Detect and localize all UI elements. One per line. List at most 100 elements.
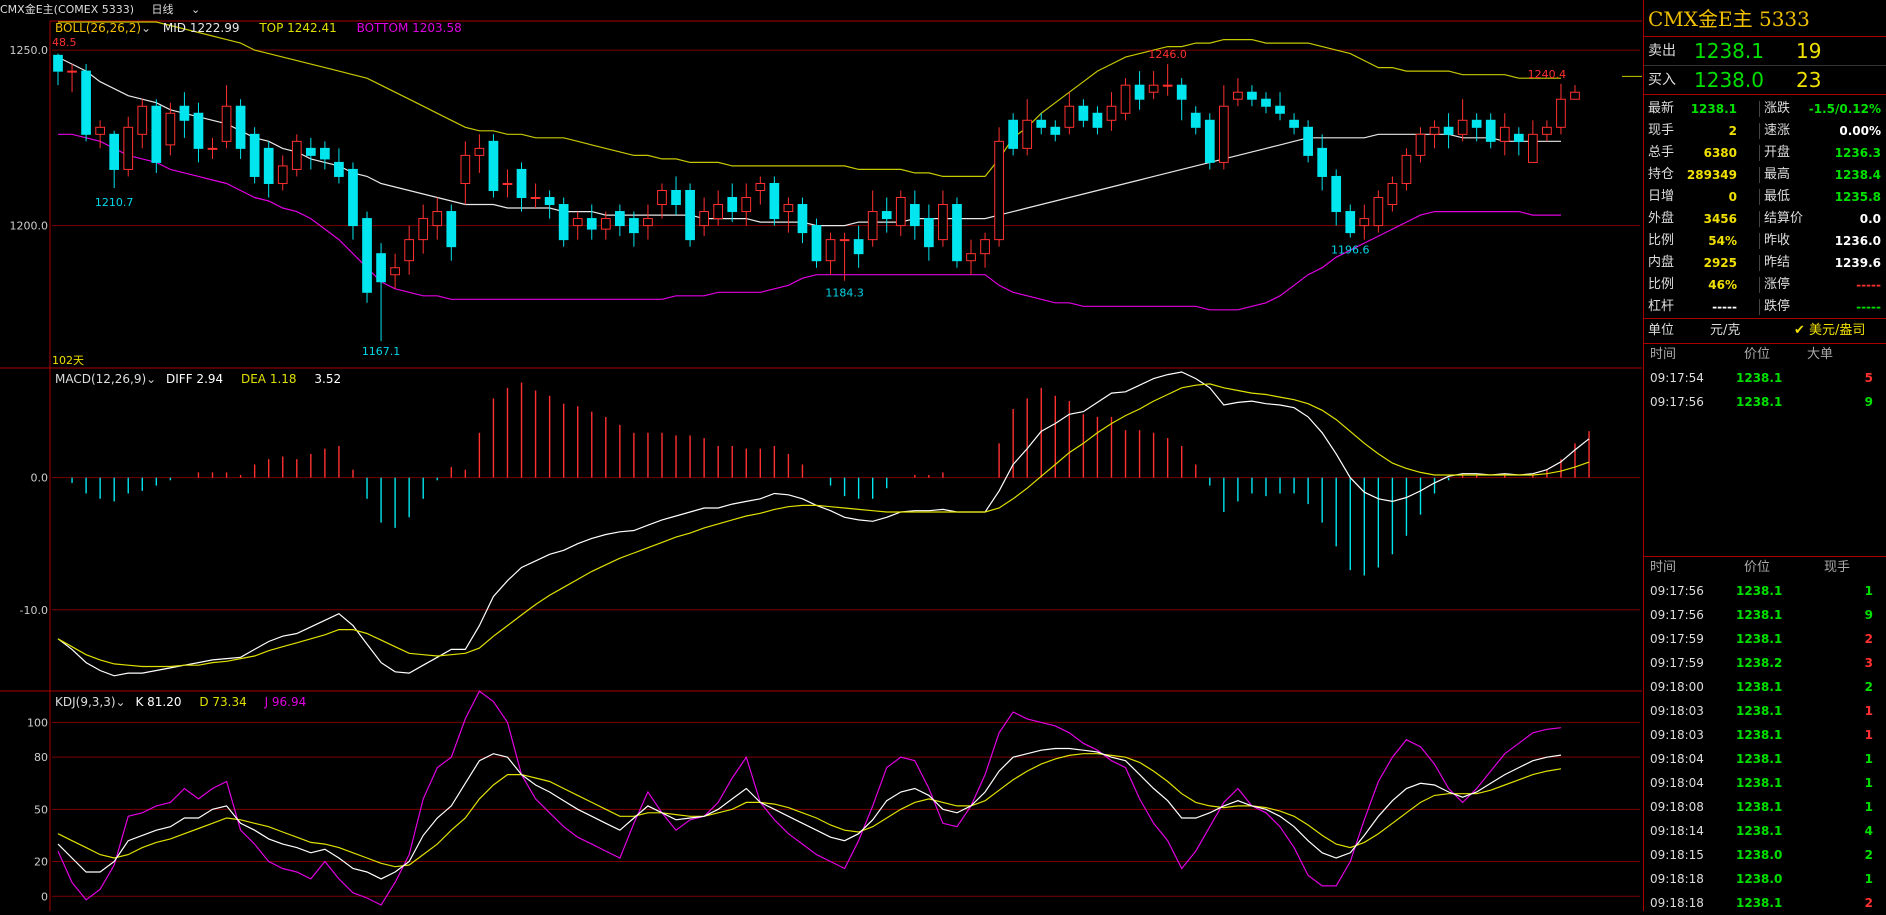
divider xyxy=(1759,167,1760,183)
stat-value: 0.0 xyxy=(1859,212,1881,226)
stat-label: 昨结 xyxy=(1764,255,1791,270)
candle-body xyxy=(151,105,162,163)
list-item[interactable]: 09:17:54 1238.1 5 xyxy=(1644,366,1886,390)
candle-body xyxy=(811,225,822,262)
divider xyxy=(1759,211,1760,227)
buy-price: 1238.0 xyxy=(1694,68,1764,92)
candle-body xyxy=(1570,91,1580,100)
list-item[interactable]: 09:18:18 1238.1 2 xyxy=(1644,891,1886,915)
list-item[interactable]: 09:17:56 1238.1 9 xyxy=(1644,603,1886,627)
stat-value: 6380 xyxy=(1703,146,1737,160)
chevron-down-icon[interactable]: ⌄ xyxy=(146,372,157,386)
divider xyxy=(1759,101,1760,117)
list-item[interactable]: 09:17:56 1238.1 1 xyxy=(1644,579,1886,603)
candle-body xyxy=(179,105,190,121)
macd-label[interactable]: MACD(12,26,9) xyxy=(55,372,147,386)
candle-body xyxy=(1106,105,1117,121)
list-item[interactable]: 09:17:56 1238.1 9 xyxy=(1644,390,1886,414)
candle-body xyxy=(1022,119,1033,149)
stat-row: 现手 2 速涨 0.00% xyxy=(1644,120,1886,142)
chevron-down-icon[interactable]: ⌄ xyxy=(141,21,152,35)
stats-table: 最新 1238.1 涨跌 -1.5/0.12% 现手 2 速涨 0.00% 总手 6… xyxy=(1644,94,1886,319)
tick-list[interactable]: 09:17:56 1238.1 1 09:17:56 1238.1 9 09:17:… xyxy=(1644,579,1886,915)
stat-row: 比例 54% 昨收 1236.0 xyxy=(1644,230,1886,252)
list-item[interactable]: 09:18:03 1238.1 1 xyxy=(1644,699,1886,723)
stat-label: 结算价 xyxy=(1764,211,1804,226)
candle-body xyxy=(938,204,948,241)
row-price: 1238.1 xyxy=(1736,680,1783,694)
candle-body xyxy=(263,147,274,184)
candle-body xyxy=(558,204,569,241)
macd-dea-line xyxy=(57,383,1590,668)
list-item[interactable]: 09:18:14 1238.1 4 xyxy=(1644,819,1886,843)
candle-body xyxy=(474,147,485,156)
candle-body xyxy=(418,218,429,241)
row-price: 1238.0 xyxy=(1736,872,1783,886)
candle-body xyxy=(1387,182,1398,206)
candle-body xyxy=(249,133,260,177)
unit-cny-option[interactable]: 元/克 xyxy=(1710,323,1741,338)
chart-area[interactable]: 1250.0 1200.0 48.5 1210.7 1167.1 1184.3 1246.0… xyxy=(0,0,1642,911)
buy-row[interactable]: 买入 1238.0 23 xyxy=(1644,65,1886,94)
row-volume: 9 xyxy=(1864,608,1873,622)
stat-label: 日增 xyxy=(1648,189,1675,204)
list-item[interactable]: 09:18:04 1238.1 1 xyxy=(1644,747,1886,771)
row-price: 1238.1 xyxy=(1736,776,1783,790)
stat-row: 杠杆 ----- 跌停 ----- xyxy=(1644,296,1886,318)
candle-body xyxy=(1092,112,1103,128)
divider xyxy=(1759,123,1760,139)
candle-body xyxy=(488,140,499,191)
stat-value: 1236.0 xyxy=(1834,234,1881,248)
symbol-label[interactable]: CMX金E主(COMEX 5333) xyxy=(0,3,135,16)
period-select[interactable]: 日线 ⌄ xyxy=(152,3,215,16)
candle-body xyxy=(1204,119,1215,163)
stat-value: 289349 xyxy=(1686,168,1737,182)
row-volume: 9 xyxy=(1864,395,1873,409)
stat-value: 1236.3 xyxy=(1834,146,1881,160)
candle-body xyxy=(53,54,63,72)
boll-label[interactable]: BOLL(26,26,2) xyxy=(55,21,142,35)
list-item[interactable]: 09:18:00 1238.1 2 xyxy=(1644,675,1886,699)
stat-value: 1239.6 xyxy=(1834,256,1881,270)
stat-value: 46% xyxy=(1708,278,1737,292)
stat-label: 跌停 xyxy=(1764,299,1791,314)
list-item[interactable]: 09:18:18 1238.0 1 xyxy=(1644,867,1886,891)
list-item[interactable]: 09:17:59 1238.2 3 xyxy=(1644,651,1886,675)
candle-body xyxy=(952,204,962,262)
candle-body xyxy=(1190,112,1201,128)
candle-body xyxy=(1331,175,1342,213)
big-order-list[interactable]: 09:17:54 1238.1 5 09:17:56 1238.1 9 xyxy=(1644,366,1886,557)
list-item[interactable]: 09:17:59 1238.1 2 xyxy=(1644,627,1886,651)
row-price: 1238.2 xyxy=(1736,656,1783,670)
list-item[interactable]: 09:18:03 1238.1 1 xyxy=(1644,723,1886,747)
period-label: 日线 xyxy=(151,3,174,16)
candle-body xyxy=(586,218,597,230)
row-time: 09:18:18 xyxy=(1650,896,1704,910)
macd-axis-label: 0.0 xyxy=(31,472,49,485)
row-volume: 2 xyxy=(1864,680,1873,694)
chevron-down-icon[interactable]: ⌄ xyxy=(115,695,126,709)
row-time: 09:17:54 xyxy=(1650,371,1704,385)
candle-body xyxy=(1528,133,1538,163)
row-time: 09:17:56 xyxy=(1650,395,1704,409)
list-item[interactable]: 09:18:08 1238.1 1 xyxy=(1644,795,1886,819)
row-time: 09:18:04 xyxy=(1650,752,1704,766)
stat-label: 昨收 xyxy=(1764,233,1791,248)
boll-mid: MID 1222.99 xyxy=(162,21,240,35)
candle-body xyxy=(291,140,302,170)
list-item[interactable]: 09:18:04 1238.1 1 xyxy=(1644,771,1886,795)
row-volume: 1 xyxy=(1864,728,1873,742)
list-item[interactable]: 09:18:15 1238.0 2 xyxy=(1644,843,1886,867)
candle-body xyxy=(1443,126,1454,135)
unit-usd-option[interactable]: ✔ 美元/盎司 xyxy=(1794,323,1866,338)
sell-row[interactable]: 卖出 1238.1 19 xyxy=(1644,37,1886,65)
sell-label: 卖出 xyxy=(1648,43,1676,59)
candle-body xyxy=(966,253,976,262)
candle-body xyxy=(1542,126,1552,135)
row-volume: 1 xyxy=(1864,776,1873,790)
candle-body xyxy=(137,105,148,135)
buy-volume: 23 xyxy=(1796,68,1822,92)
row-time: 09:18:15 xyxy=(1650,848,1704,862)
kline-chart[interactable]: 1250.0 1200.0 48.5 1210.7 1167.1 1184.3 1246.0… xyxy=(0,0,1642,911)
kdj-label[interactable]: KDJ(9,3,3) xyxy=(55,695,116,709)
